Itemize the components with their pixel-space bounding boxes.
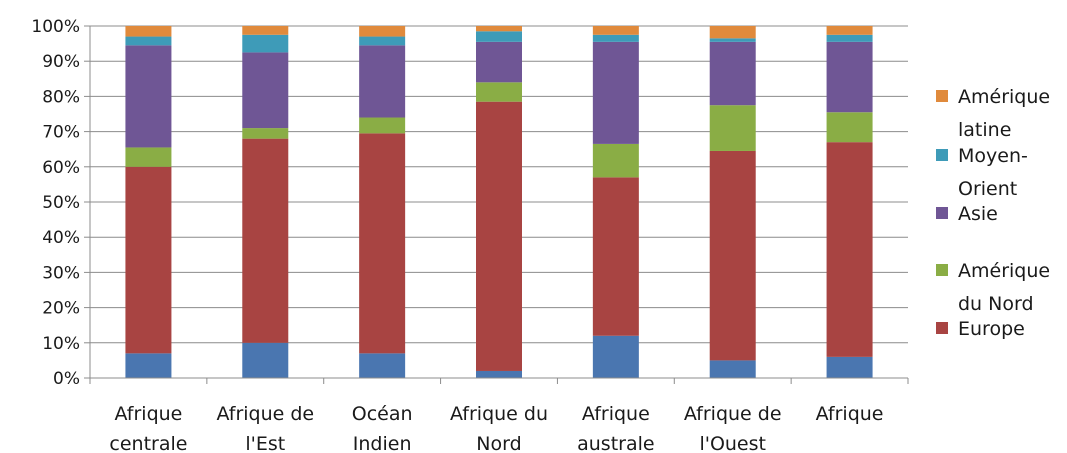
bar-segment-am-rique-du-nord: [125, 147, 172, 167]
legend-label: Amérique: [958, 86, 1050, 108]
legend-label: Orient: [958, 178, 1017, 200]
legend-label: latine: [958, 119, 1011, 141]
bar-segment-europe: [476, 101, 522, 371]
bar-segment-asie: [125, 45, 172, 148]
y-tick-label: 60%: [42, 158, 80, 178]
bar-segment-europe: [242, 138, 289, 343]
bar-segment-blue: [709, 360, 756, 378]
x-category-label: Afrique: [816, 403, 884, 425]
bar-segment-am-rique-latine: [242, 26, 289, 35]
bar-stack: [125, 26, 172, 378]
legend-swatch: [936, 90, 948, 102]
bar-segment-am-rique-latine: [826, 26, 873, 35]
x-category-label: l'Ouest: [699, 433, 766, 453]
legend-swatch: [936, 322, 948, 334]
bar-segment-blue: [592, 335, 639, 378]
bar-segment-asie: [476, 41, 522, 83]
bar-segment-blue: [242, 342, 289, 378]
legend-label: du Nord: [958, 293, 1034, 315]
bar-segment-asie: [826, 41, 873, 113]
bar-stacks: [125, 26, 873, 378]
y-tick-label: 90%: [42, 52, 80, 72]
bar-stack: [476, 26, 522, 378]
legend-swatch: [936, 207, 948, 219]
legend-item: Amérique du Nord: [936, 260, 1050, 315]
bar-segment-am-rique-du-nord: [592, 143, 639, 178]
bar-segment-am-rique-du-nord: [709, 105, 756, 151]
x-category-label: Océan: [352, 403, 413, 425]
x-category-label: Afrique: [582, 403, 650, 425]
y-tick-label: 0%: [53, 369, 80, 389]
bar-segment-blue: [826, 356, 873, 378]
legend-item: Asie: [936, 203, 998, 225]
bar-segment-moyen-orient: [242, 34, 289, 53]
y-tick-label: 10%: [42, 334, 80, 354]
bar-segment-am-rique-du-nord: [242, 128, 289, 139]
bar-segment-moyen-orient: [709, 38, 756, 42]
y-tick-label: 20%: [42, 299, 80, 319]
bar-segment-europe: [826, 142, 873, 357]
axes: [84, 25, 909, 384]
bar-stack: [242, 26, 289, 378]
bar-segment-europe: [709, 150, 756, 361]
legend-label: Moyen-: [958, 145, 1028, 167]
x-category-label: Afrique de: [216, 403, 314, 425]
bar-segment-europe: [592, 177, 639, 336]
legend-label: Europe: [958, 318, 1025, 340]
y-tick-label: 80%: [42, 87, 80, 107]
x-category-label: Indien: [353, 433, 412, 453]
x-category-label: Afrique du: [450, 403, 548, 425]
legend-swatch: [936, 149, 948, 161]
bar-segment-blue: [359, 353, 406, 378]
bar-segment-am-rique-latine: [709, 26, 756, 39]
bar-segment-am-rique-latine: [125, 26, 172, 37]
bar-segment-asie: [709, 41, 756, 106]
bar-segment-am-rique-latine: [359, 26, 406, 37]
x-category-label: Afrique de: [684, 403, 782, 425]
bar-stack: [826, 26, 873, 378]
y-axis-tick-labels: 0% 10% 20% 30% 40% 50% 60% 70% 80% 90% 100%: [31, 17, 80, 389]
bar-segment-moyen-orient: [125, 36, 172, 46]
legend-item: Amérique latine: [936, 86, 1050, 141]
y-tick-label: 40%: [42, 228, 80, 248]
x-category-label: centrale: [109, 433, 187, 453]
x-axis-category-labels: Afrique centrale Afrique de l'Est Océan Indie…: [109, 403, 883, 453]
bar-stack: [592, 26, 639, 378]
bar-segment-am-rique-latine: [476, 26, 522, 32]
legend-item: Europe: [936, 318, 1025, 340]
bar-segment-blue: [476, 370, 522, 378]
bar-segment-asie: [592, 41, 639, 144]
bar-segment-asie: [242, 52, 289, 129]
bar-segment-am-rique-du-nord: [826, 112, 873, 143]
bar-segment-moyen-orient: [826, 34, 873, 42]
y-tick-label: 70%: [42, 123, 80, 143]
bar-segment-moyen-orient: [359, 36, 406, 46]
x-category-label: l'Est: [245, 433, 285, 453]
y-tick-label: 50%: [42, 193, 80, 213]
x-category-label: Nord: [476, 433, 521, 453]
bar-segment-am-rique-du-nord: [476, 82, 522, 102]
bar-segment-am-rique-du-nord: [359, 117, 406, 134]
legend: Amérique latine Moyen- Orient Asie Amérique du…: [936, 86, 1050, 340]
bar-segment-moyen-orient: [476, 31, 522, 42]
legend-label: Amérique: [958, 260, 1050, 282]
legend-label: Asie: [958, 203, 998, 225]
bar-stack: [359, 26, 406, 378]
bar-segment-blue: [125, 353, 172, 378]
bar-segment-europe: [125, 166, 172, 354]
bar-segment-moyen-orient: [592, 34, 639, 42]
x-category-label: australe: [577, 433, 654, 453]
y-tick-label: 30%: [42, 263, 80, 283]
bar-segment-europe: [359, 133, 406, 354]
y-tick-label: 100%: [31, 17, 80, 37]
x-category-label: Afrique: [114, 403, 182, 425]
legend-swatch: [936, 264, 948, 276]
bar-segment-asie: [359, 45, 406, 118]
bar-stack: [709, 26, 756, 378]
bar-segment-am-rique-latine: [592, 26, 639, 35]
legend-item: Moyen- Orient: [936, 145, 1028, 200]
